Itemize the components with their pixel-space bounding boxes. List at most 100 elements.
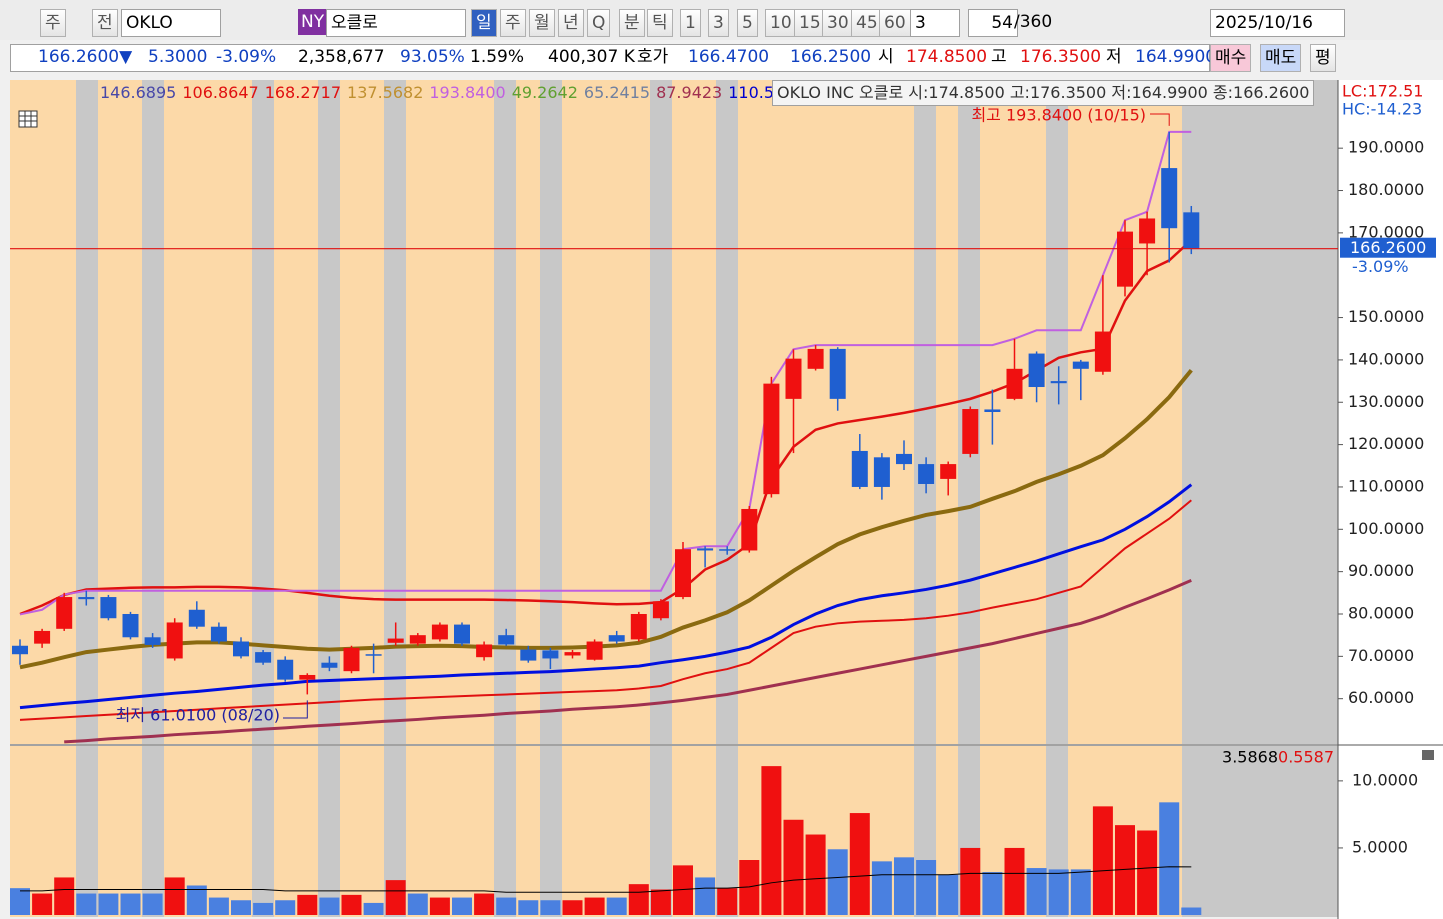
interval-button[interactable]: 45 [851, 9, 883, 37]
period-button[interactable]: 주 [40, 9, 66, 37]
candle-body [431, 624, 448, 640]
weekly-button[interactable]: 주 [500, 9, 526, 37]
legend-value: 65.2415 [583, 83, 651, 102]
volume-bar [982, 872, 1003, 915]
candle-body [984, 409, 1001, 412]
volume-bar [916, 860, 937, 915]
volume-bar [208, 897, 229, 915]
volume-bar [960, 847, 981, 915]
yearly-button[interactable]: 년 [558, 9, 584, 37]
open-label: 시 [878, 47, 894, 67]
monthly-button[interactable]: 월 [529, 9, 555, 37]
quote-label: 호가 [637, 47, 669, 67]
volume-bar [1159, 802, 1180, 915]
volume-bar [1070, 869, 1091, 915]
y-tick-label: 170.0000 [1348, 222, 1424, 241]
candle-body [520, 649, 537, 661]
interval-button[interactable]: 60 [879, 9, 911, 37]
session-stripe [76, 80, 98, 744]
candle-body [343, 647, 360, 672]
volume-bar [695, 877, 716, 915]
indicator-line [19, 499, 1192, 721]
prev-button[interactable]: 전 [92, 9, 118, 37]
candle-body [785, 358, 802, 399]
interval-button[interactable]: 10 [765, 9, 797, 37]
volume: 2,358,677 [298, 47, 385, 67]
daily-button[interactable]: 일 [471, 9, 497, 37]
y-tick-label: 130.0000 [1348, 392, 1424, 411]
last-price: 166.2600▼ [38, 47, 133, 67]
last-price-box [1340, 237, 1436, 258]
interval-button[interactable]: 1 [680, 9, 701, 37]
interval-button[interactable]: 5 [737, 9, 758, 37]
minute-button[interactable]: 분 [619, 9, 645, 37]
date-input[interactable]: 2025/10/16 [1210, 9, 1345, 37]
volume-bar [717, 888, 738, 915]
candle-body [277, 659, 294, 680]
session-stripe [716, 746, 738, 917]
candle-body [719, 549, 736, 551]
session-stripe [384, 80, 406, 744]
avg-button[interactable]: 평 [1310, 44, 1336, 72]
volume-bar [673, 865, 693, 915]
volume-bar [275, 900, 296, 915]
volume-bar [407, 893, 428, 915]
volume-bar [319, 897, 340, 915]
volume-bar [32, 893, 53, 915]
candle-body [166, 622, 183, 659]
volume-label: 0.5587 [1278, 748, 1334, 767]
price-panel [10, 80, 1338, 744]
y-tick-label: 60.0000 [1348, 688, 1414, 707]
indicator-line [19, 483, 1193, 710]
interval-button[interactable]: 3 [708, 9, 729, 37]
sell-button[interactable]: 매도 [1260, 44, 1302, 72]
low-price: 164.9900 [1135, 47, 1217, 67]
candle-body [122, 613, 139, 638]
candle-body [652, 601, 669, 619]
candle-body [1094, 331, 1111, 372]
candle-body [962, 409, 979, 454]
quarter-button[interactable]: Q [587, 9, 611, 37]
ask-price: 166.4700 [688, 47, 770, 67]
candle-body [188, 609, 205, 627]
volume-bar [341, 894, 362, 915]
session-stripe [716, 80, 738, 744]
volume-bar [518, 900, 539, 915]
interval-input[interactable]: 3 [910, 9, 960, 37]
volume-bar [474, 893, 495, 915]
interval-button[interactable]: 30 [822, 9, 854, 37]
volume-ma-label: 3.5868 [1222, 748, 1278, 767]
candle-body [763, 383, 780, 495]
candle-body [1117, 231, 1133, 287]
candle-body [34, 630, 51, 644]
indicator-line [20, 866, 1192, 893]
indicator-line [19, 368, 1193, 670]
lc-label: LC:172.51 [1342, 82, 1423, 101]
legend-value: 146.6895 [100, 83, 177, 102]
symbol-input[interactable]: OKLO [121, 9, 221, 37]
symbol-name: 오클로 [326, 9, 466, 37]
candle-body [409, 635, 426, 644]
candle-body [542, 650, 559, 659]
session-stripe [1182, 746, 1338, 917]
quote-bar [10, 44, 1210, 72]
volume-bar [1092, 806, 1113, 915]
candle-body [387, 638, 404, 643]
candle-body [233, 641, 249, 657]
session-stripe [252, 746, 274, 917]
count-input[interactable]: 54 [968, 9, 1018, 37]
indicator-line [19, 239, 1193, 616]
volume-bar [120, 893, 141, 915]
indicator-line [64, 578, 1192, 744]
volume-bar [1004, 847, 1025, 915]
open-price: 174.8500 [906, 47, 988, 67]
candle-body [365, 654, 382, 656]
candle-body [697, 548, 714, 551]
tick-button[interactable]: 틱 [647, 9, 673, 37]
buy-button[interactable]: 매수 [1210, 44, 1252, 72]
candle-body [1050, 381, 1067, 384]
volume-bar [849, 813, 870, 915]
legend-value: 137.5682 [347, 83, 424, 102]
grid-icon [18, 110, 38, 128]
bid-price: 166.2500 [790, 47, 872, 67]
